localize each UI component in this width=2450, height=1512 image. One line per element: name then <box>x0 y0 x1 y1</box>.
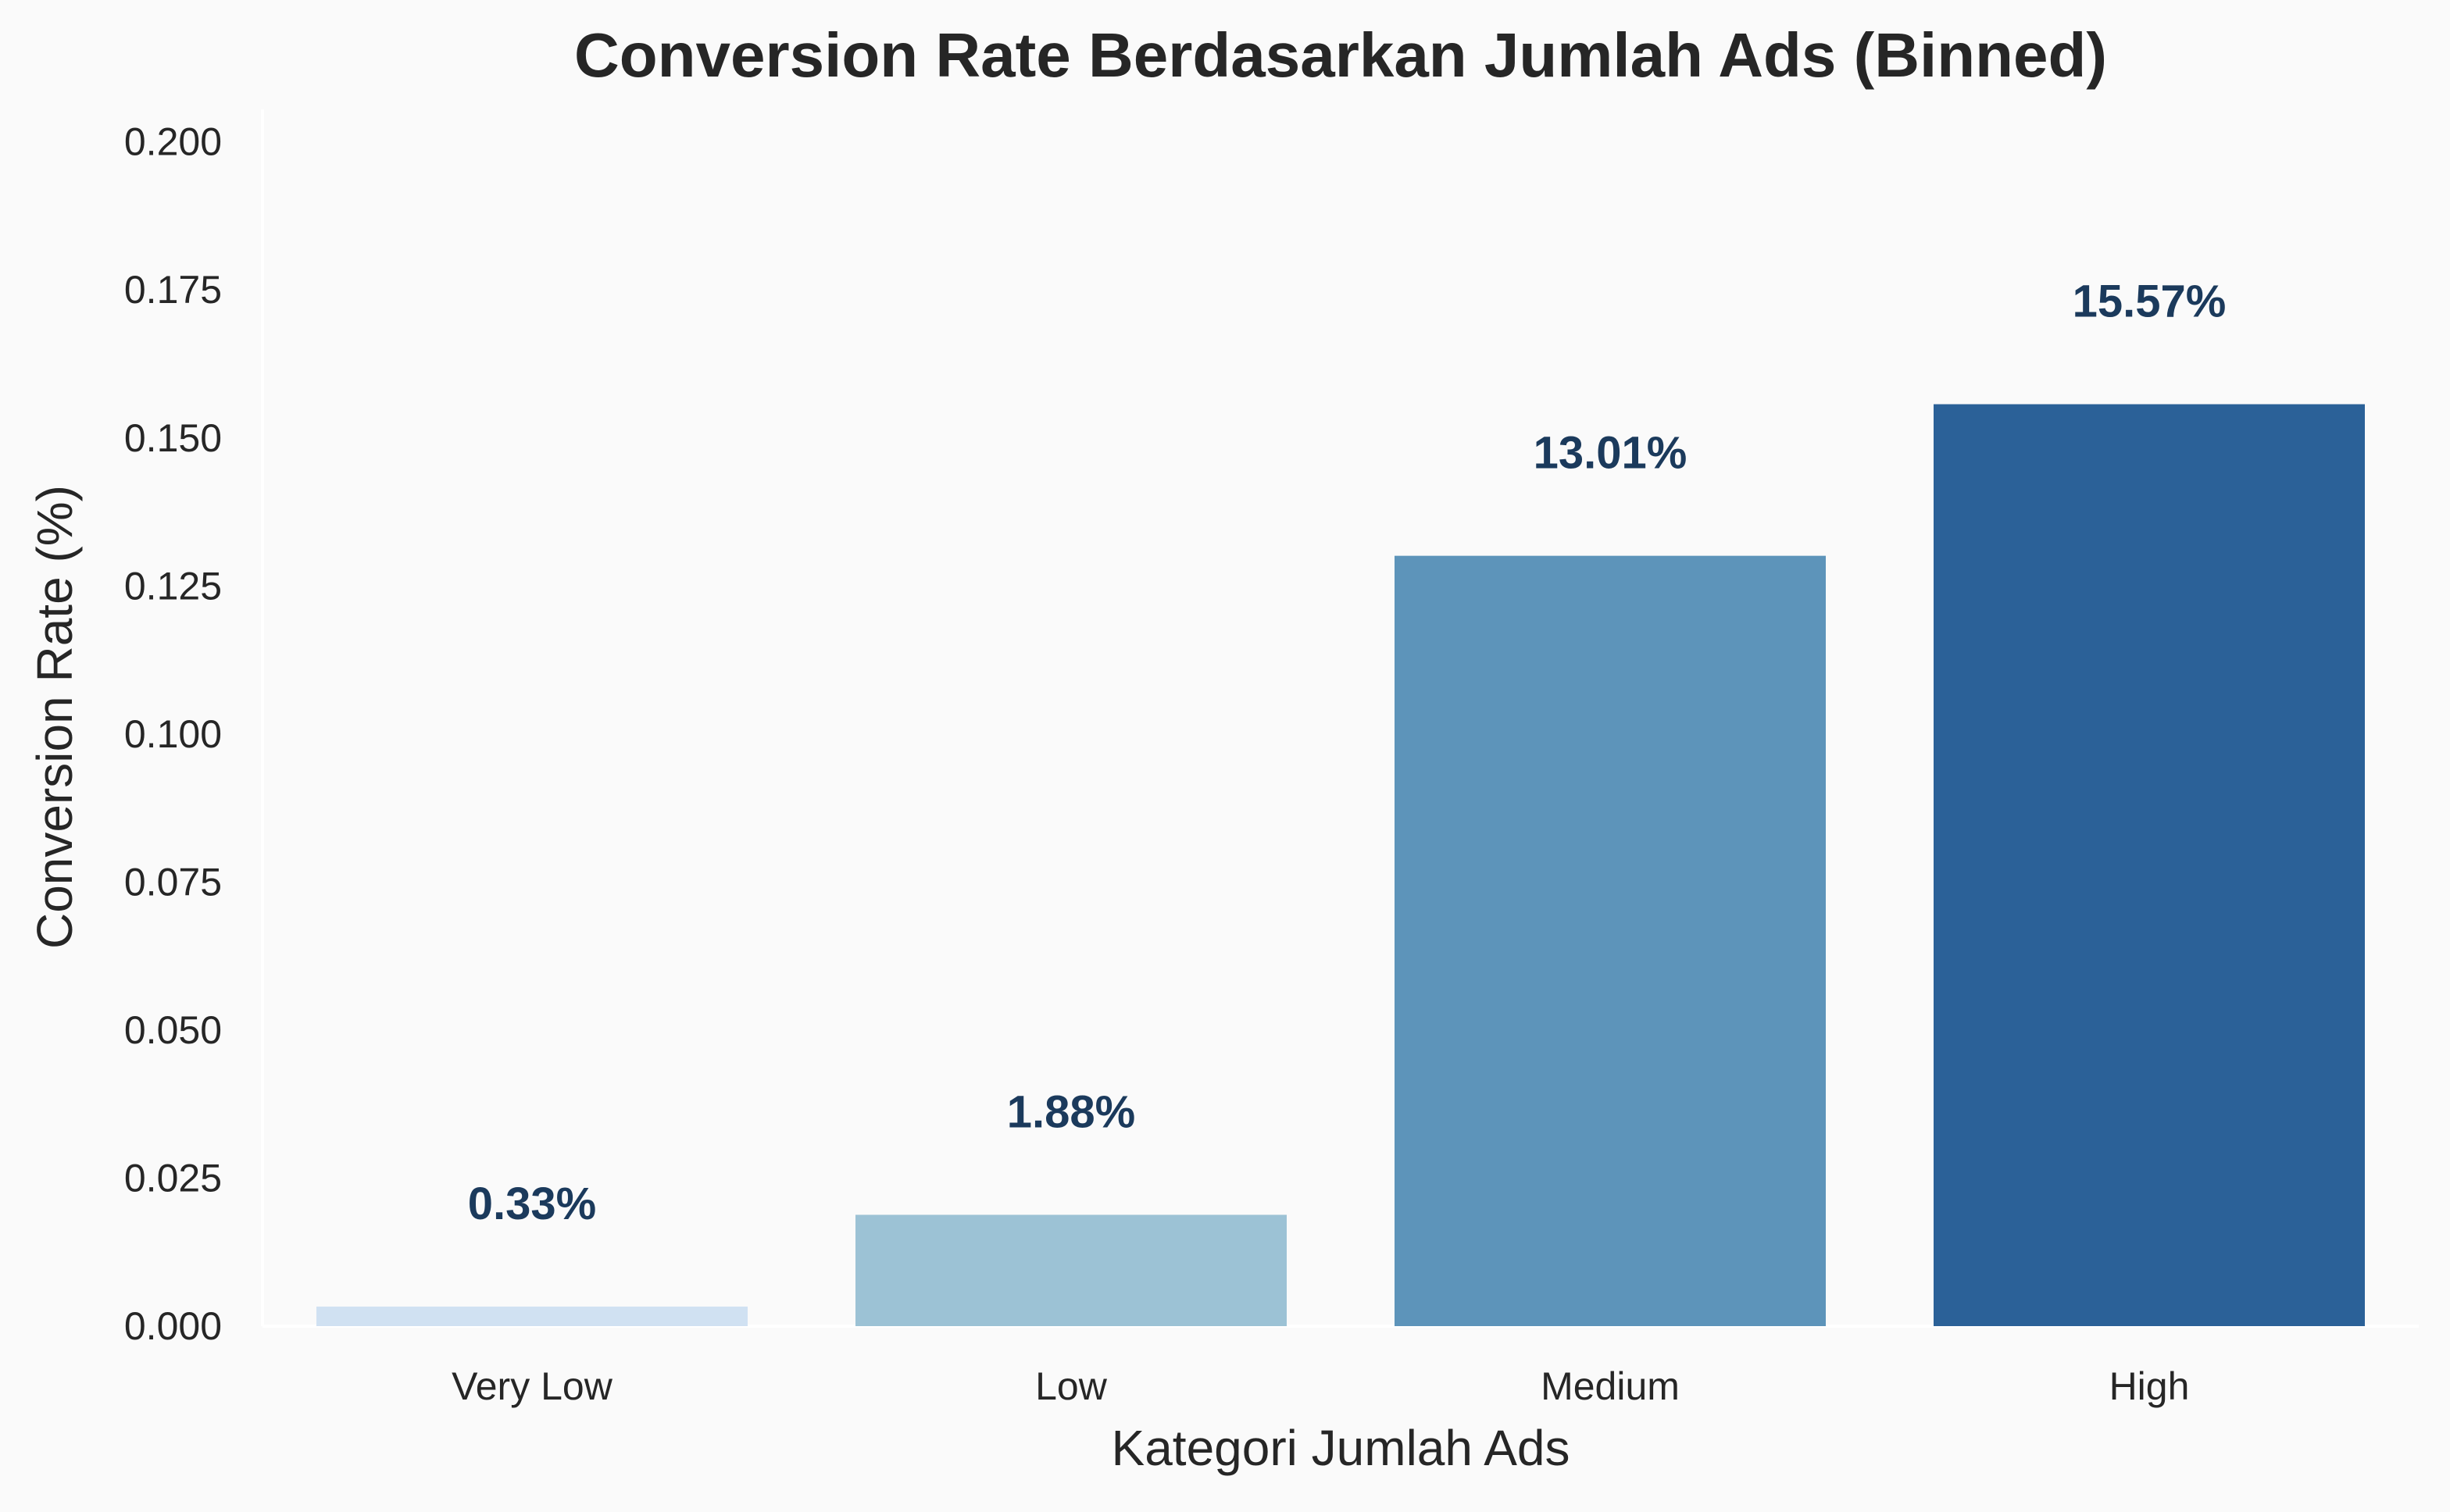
bar <box>855 1214 1287 1326</box>
bar <box>1395 555 1826 1326</box>
y-tick-label: 0.100 <box>124 712 222 756</box>
x-tick-labels: Very Low Low Medium High <box>452 1364 2189 1408</box>
bars <box>316 404 2365 1327</box>
bar-value-label: 1.88% <box>1007 1086 1135 1137</box>
y-tick-label: 0.050 <box>124 1008 222 1052</box>
y-tick-label: 0.075 <box>124 860 222 904</box>
x-tick-label: Medium <box>1541 1364 1680 1408</box>
chart-title: Conversion Rate Berdasarkan Jumlah Ads (… <box>574 20 2107 90</box>
y-tick-labels: 0.000 0.025 0.050 0.075 0.100 0.125 0.150 0.175… <box>124 120 222 1348</box>
y-tick-label: 0.025 <box>124 1156 222 1200</box>
bar <box>1934 404 2365 1327</box>
y-tick-label: 0.000 <box>124 1304 222 1348</box>
bar <box>316 1306 748 1326</box>
data-labels: 0.33% 1.88% 13.01% 15.57% <box>468 276 2227 1229</box>
x-tick-label: Very Low <box>452 1364 613 1408</box>
x-tick-label: Low <box>1035 1364 1108 1408</box>
bar-value-label: 0.33% <box>468 1179 596 1229</box>
bar-value-label: 13.01% <box>1534 428 1688 479</box>
bar-value-label: 15.57% <box>2073 276 2227 327</box>
y-tick-label: 0.150 <box>124 416 222 460</box>
y-tick-label: 0.175 <box>124 268 222 312</box>
y-tick-label: 0.200 <box>124 120 222 164</box>
y-axis-label: Conversion Rate (%) <box>27 485 83 949</box>
x-tick-label: High <box>2109 1364 2190 1408</box>
y-tick-label: 0.125 <box>124 564 222 608</box>
x-axis-label: Kategori Jumlah Ads <box>1112 1420 1570 1476</box>
